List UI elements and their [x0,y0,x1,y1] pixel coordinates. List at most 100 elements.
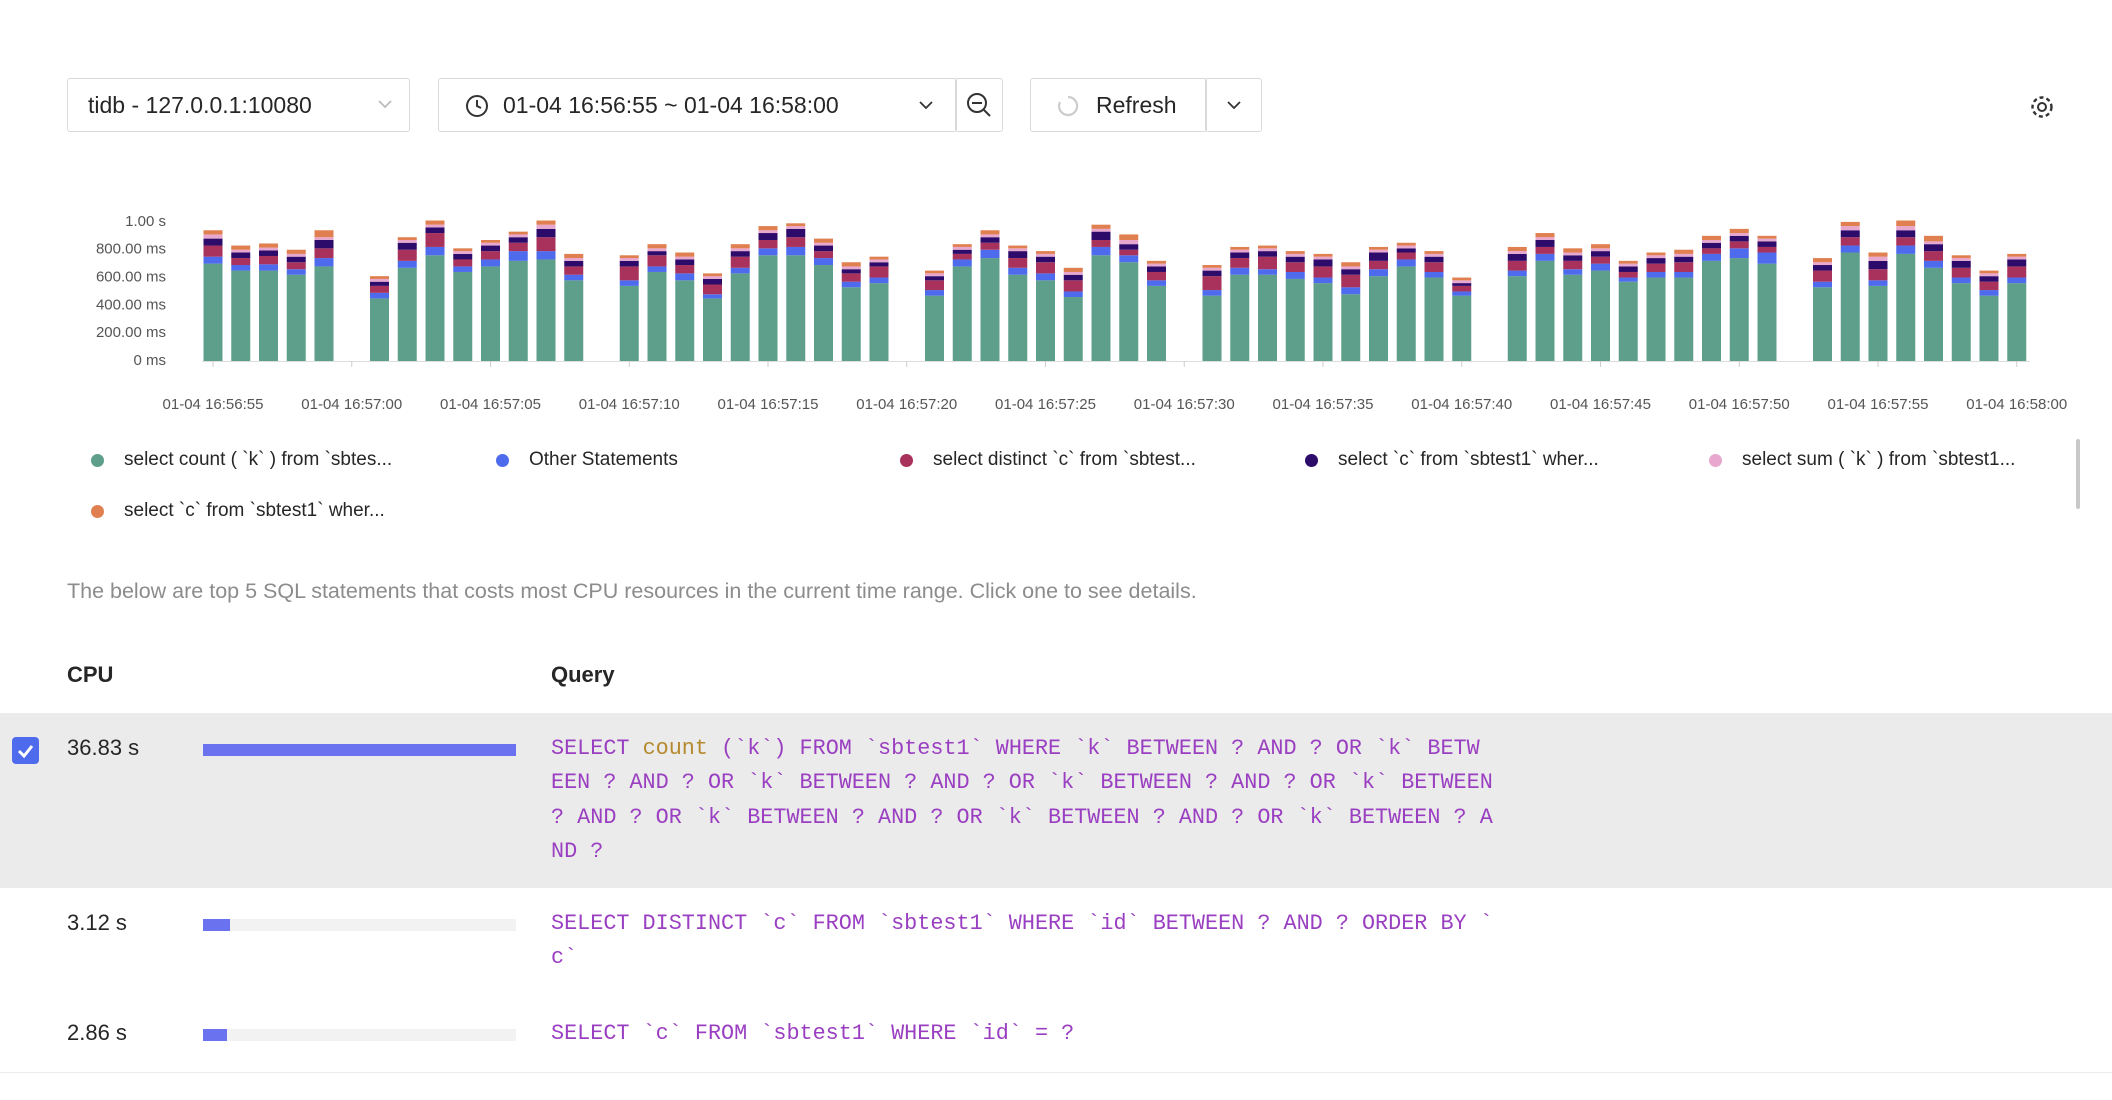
legend-label: Other Statements [529,449,678,470]
bar-segment [1452,283,1472,286]
bar-segment [231,245,251,250]
bar-segment [286,256,306,263]
bar-segment [370,278,389,282]
table-row[interactable]: 3.12 s SELECT DISTINCT `c` FROM `sbtest1`… [0,888,2112,999]
bar-segment [1757,235,1777,239]
bar-segment [1063,280,1083,292]
bar-segment [1868,256,1888,261]
bar-segment [1369,246,1388,250]
bar-segment [1008,251,1028,259]
bar-segment [1258,251,1277,257]
spinner-icon [1057,95,1079,117]
instance-select[interactable]: tidb - 127.0.0.1:10080 [67,78,410,132]
bar-segment [1202,270,1222,277]
bar-segment [1341,266,1361,270]
table-row[interactable]: 2.86 s SELECT `c` FROM `sbtest1` WHERE `i… [0,998,2112,1073]
bar-segment [1757,246,1777,253]
bar-segment [508,242,528,252]
bar-segment [1507,276,1527,361]
bar-segment [536,228,556,238]
bar-segment [1285,251,1305,254]
query-token: SELECT [551,736,643,761]
bar-segment [814,242,833,246]
cpu-bar [203,744,516,756]
bar-segment [1563,248,1583,253]
bar-segment [1147,271,1166,281]
bar-segment [1008,248,1028,252]
bar-segment [1147,285,1166,361]
bar-segment [1424,262,1444,272]
bar-segment [1369,260,1388,270]
bar-segment [1729,248,1749,259]
bar-segment [1702,248,1721,254]
bar-segment [1396,245,1416,249]
bar-segment [1285,262,1305,272]
query-token: SELECT `c` FROM `sbtest1` WHERE `id` = ? [551,1021,1075,1046]
chart: 0 ms 200.00 ms 400.00 ms 600.00 ms 800.00 ms… [96,213,2067,413]
time-range-picker[interactable]: 01-04 16:56:55 ~ 01-04 16:58:00 [438,78,957,132]
bar-segment [1452,277,1472,281]
bar-segment [814,251,833,259]
bar-segment [869,259,889,263]
bar-segment [869,262,889,267]
bar-segment [675,259,695,266]
time-range-text: 01-04 16:56:55 ~ 01-04 16:58:00 [503,91,839,118]
refresh-button[interactable]: Refresh [1030,78,1207,132]
bar-segment [2007,259,2027,267]
bar-segment [1452,285,1472,292]
bar-segment [703,278,722,285]
cpu-bar [203,919,230,931]
bar-segment [869,283,889,361]
bar-segment [619,255,639,259]
bar-segment [814,265,833,361]
bar-segment [925,276,944,281]
bar-segment [425,224,445,228]
bar-segment [703,298,722,361]
bar-segment [1896,253,1916,361]
bar-segment [203,230,223,235]
bar-segment [1063,267,1083,272]
bar-segment [1618,260,1638,264]
bar-segment [925,280,944,291]
zoom-out-button[interactable] [955,78,1003,132]
bar-segment [2007,283,2027,361]
bar-segment [203,263,223,361]
bar-segment [1868,280,1888,286]
bar-segment [1313,256,1333,260]
bar-segment [1591,256,1610,264]
settings-icon[interactable] [2029,94,2055,120]
legend-item: select distinct `c` from `sbtest... [900,449,1196,471]
bar-segment [1757,252,1777,264]
y-tick-label: 600.00 ms [96,269,166,286]
bar-segment [1674,249,1694,254]
refresh-options[interactable] [1205,78,1262,132]
query-token: count [642,736,708,761]
bar-segment [1951,267,1971,278]
legend-swatch [496,453,509,467]
bar-segment [231,270,251,361]
bar-segment [370,298,389,361]
bar-segment [730,273,750,361]
bar-segment [814,245,833,252]
bar-segment [841,262,861,267]
cpu-bar [203,1029,228,1041]
legend-label: select sum ( `k` ) from `sbtest1... [1742,449,2016,470]
legend-item: Other Statements [496,449,678,471]
bar-segment [1313,283,1333,361]
bar-segment [1091,228,1111,232]
bar-segment [1591,248,1610,252]
table-row[interactable]: 36.83 s SELECT count (`k`) FROM `sbtest1`… [0,713,2112,889]
bar-segment [1396,252,1416,260]
bar-segment [370,281,389,286]
bar-segment [1563,255,1583,261]
bar-segment [869,266,889,278]
instance-text: tidb - 127.0.0.1:10080 [88,91,312,118]
bar-segment [1341,262,1361,267]
bar-segment [1258,245,1277,249]
bar-segment [869,277,889,284]
bar-segment [1285,271,1305,279]
zoom-out-icon [967,93,991,117]
bar-segment [1702,253,1721,261]
header-cpu: CPU [67,662,114,687]
bar-segment [1979,290,1999,296]
